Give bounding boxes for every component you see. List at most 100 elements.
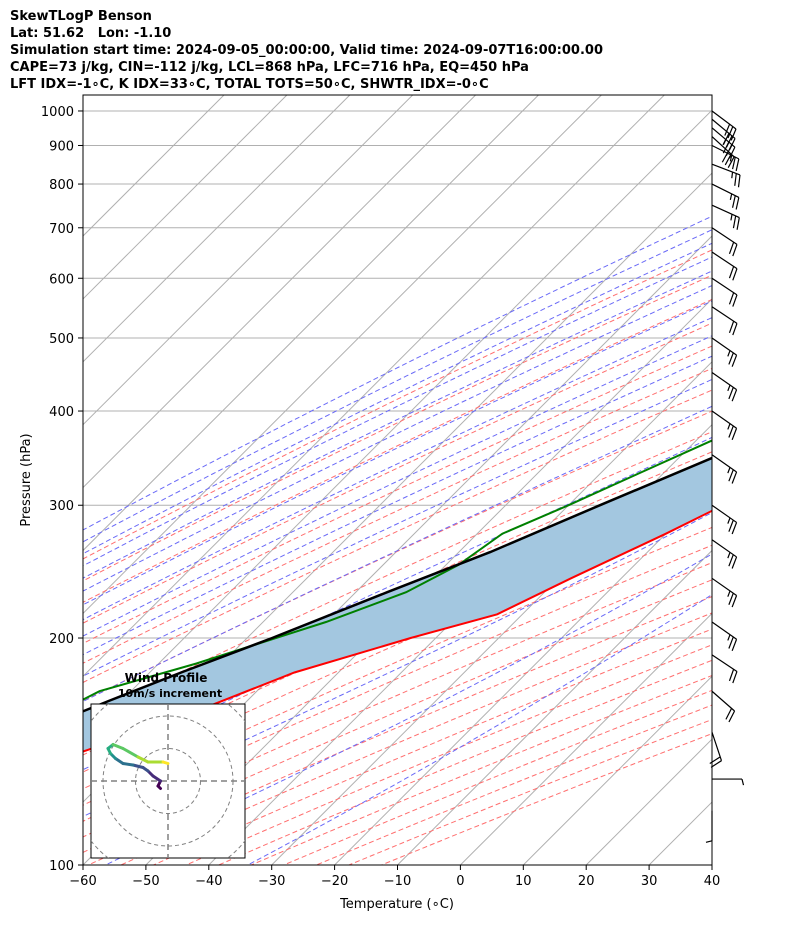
wind-barb bbox=[711, 621, 738, 652]
hodograph-segment bbox=[114, 757, 125, 765]
dry-adiabat bbox=[83, 451, 712, 739]
x-axis-label: Temperature (∘C) bbox=[339, 897, 454, 912]
y-tick-label: 500 bbox=[49, 332, 74, 347]
y-tick-label: 400 bbox=[49, 405, 74, 420]
wind-barb bbox=[711, 163, 741, 188]
hodograph-segment bbox=[151, 774, 162, 783]
hodograph-segment bbox=[136, 755, 150, 764]
isotherm-line bbox=[522, 675, 712, 865]
dry-adiabat bbox=[83, 298, 712, 603]
moist-adiabat bbox=[83, 317, 712, 621]
dry-adiabat bbox=[381, 733, 712, 865]
wind-barb bbox=[711, 110, 737, 141]
x-tick-label: −30 bbox=[258, 874, 285, 889]
wind-barb bbox=[711, 504, 738, 535]
hodograph-segment bbox=[111, 743, 125, 750]
hodograph-title: Wind Profile bbox=[125, 671, 208, 685]
y-tick-label: 200 bbox=[49, 632, 74, 647]
wind-barb bbox=[705, 810, 713, 843]
chart-header: SkewTLogP Benson Lat: 51.62 Lon: -1.10 S… bbox=[10, 8, 603, 93]
cape-line: CAPE=73 j/kg, CIN=-112 j/kg, LCL=868 hPa… bbox=[10, 60, 529, 75]
cape-cin-fill bbox=[83, 458, 712, 752]
hodograph-plot bbox=[91, 704, 245, 858]
wind-barb bbox=[711, 183, 740, 210]
x-tick-label: −20 bbox=[321, 874, 348, 889]
time-line: Simulation start time: 2024-09-05_00:00:… bbox=[10, 43, 603, 58]
x-tick-label: −60 bbox=[69, 874, 96, 889]
moist-adiabat bbox=[83, 270, 712, 579]
wind-barb bbox=[711, 251, 738, 281]
cape-area-upper bbox=[83, 458, 712, 752]
isotherm-line bbox=[83, 95, 414, 426]
x-tick-label: −50 bbox=[132, 874, 159, 889]
dry-adiabat bbox=[83, 544, 712, 822]
wind-barb bbox=[711, 306, 738, 336]
dry-adiabat bbox=[83, 249, 712, 560]
wind-barb bbox=[711, 227, 738, 257]
x-tick-label: 10 bbox=[515, 874, 532, 889]
isotherm-line bbox=[83, 95, 539, 552]
dry-adiabat bbox=[251, 674, 712, 865]
moist-adiabat bbox=[83, 285, 712, 592]
wind-barb bbox=[711, 204, 740, 230]
wind-barbs bbox=[705, 95, 745, 865]
isotherm-line bbox=[83, 95, 351, 363]
isotherm-line bbox=[271, 423, 712, 865]
isotherm-line bbox=[397, 549, 712, 865]
indices-line: LFT IDX=-1∘C, K IDX=33∘C, TOTAL TOTS=50∘… bbox=[10, 77, 489, 92]
hodograph-segment bbox=[131, 763, 145, 769]
dewpoint-line bbox=[83, 439, 712, 701]
wind-barb bbox=[711, 690, 736, 723]
wind-barb bbox=[709, 732, 723, 768]
isotherm-line bbox=[208, 361, 712, 865]
wind-barb bbox=[711, 371, 738, 402]
wind-barb bbox=[711, 277, 738, 307]
isotherm-line bbox=[460, 612, 712, 865]
location-line: Lat: 51.62 Lon: -1.10 bbox=[10, 26, 172, 41]
wind-barb bbox=[711, 454, 738, 484]
moist-adiabat bbox=[83, 378, 712, 677]
x-tick-label: 40 bbox=[704, 874, 721, 889]
dry-adiabat bbox=[83, 410, 712, 702]
wind-barb bbox=[711, 654, 738, 684]
y-tick-label: 800 bbox=[49, 178, 74, 193]
wind-barb bbox=[711, 144, 740, 172]
x-tick-label: 0 bbox=[456, 874, 464, 889]
hodograph-segment bbox=[121, 762, 135, 767]
hodograph-subtitle: 10m/s increment bbox=[118, 687, 222, 700]
x-tick-label: −10 bbox=[384, 874, 411, 889]
wind-barb bbox=[712, 778, 745, 786]
moist-adiabat bbox=[83, 405, 712, 703]
wind-barb bbox=[711, 337, 738, 367]
y-tick-label: 100 bbox=[49, 859, 74, 874]
wind-barb bbox=[711, 539, 738, 569]
dry-adiabat bbox=[348, 718, 712, 865]
x-tick-label: −40 bbox=[195, 874, 222, 889]
isotherm-line bbox=[83, 95, 288, 300]
hodograph: Wind Profile 10m/s increment bbox=[90, 671, 246, 859]
wind-barb bbox=[711, 136, 735, 168]
y-tick-label: 900 bbox=[49, 139, 74, 154]
temperature-line bbox=[83, 509, 712, 753]
profile-lines bbox=[83, 439, 712, 753]
isotherm-line bbox=[83, 95, 476, 489]
isotherm-line bbox=[83, 95, 225, 237]
isotherm-line bbox=[83, 95, 665, 678]
y-tick-label: 600 bbox=[49, 272, 74, 287]
isotherm-line bbox=[145, 298, 712, 865]
wind-barb bbox=[711, 577, 738, 608]
hodograph-segment bbox=[161, 760, 170, 765]
moist-adiabat bbox=[83, 436, 712, 733]
y-tick-label: 700 bbox=[49, 222, 74, 237]
dry-adiabat bbox=[83, 367, 712, 664]
y-tick-label: 1000 bbox=[41, 105, 74, 120]
wind-barb bbox=[711, 410, 738, 441]
dry-adiabat bbox=[83, 322, 712, 624]
y-axis-label: Pressure (hPa) bbox=[19, 433, 34, 526]
isotherm-line bbox=[334, 486, 712, 865]
y-tick-label: 300 bbox=[49, 499, 74, 514]
moist-adiabat bbox=[83, 229, 712, 543]
axes: −60 −50 −40 −30 −20 −10 0 10 20 30 40 1000 900 800 700… bbox=[41, 105, 720, 889]
x-tick-label: 20 bbox=[578, 874, 595, 889]
